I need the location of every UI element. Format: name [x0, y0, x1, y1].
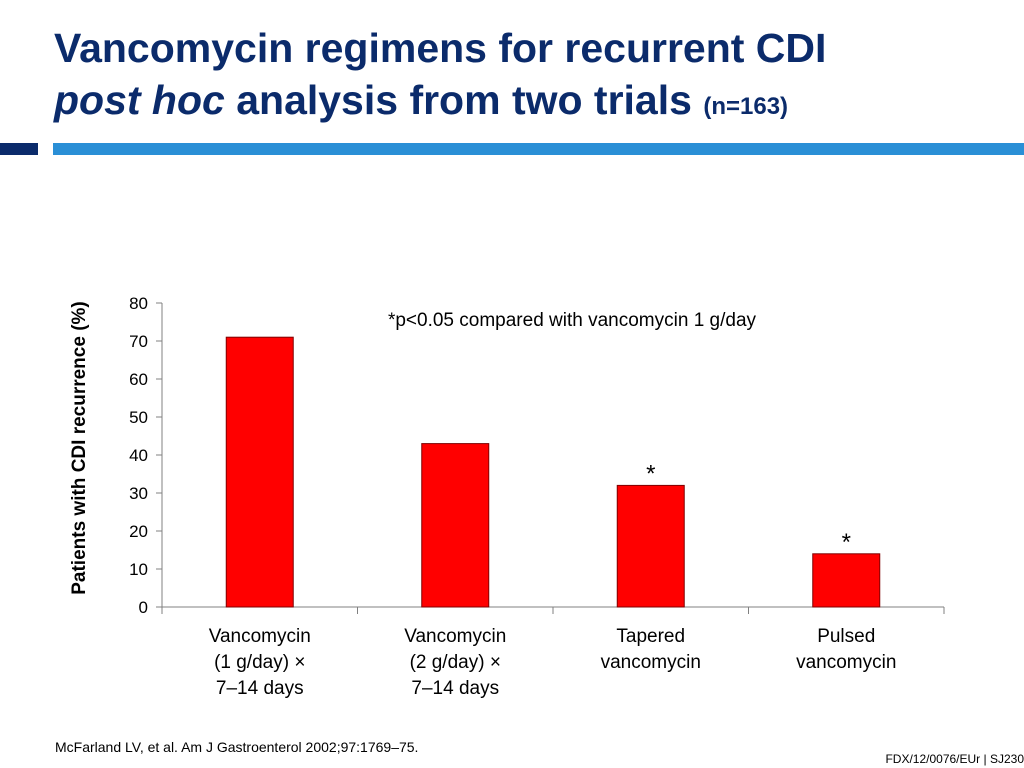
y-tick-label: 60 [129, 370, 148, 389]
title-line-2: post hoc analysis from two trials (n=163… [54, 74, 1014, 133]
x-category-label: Tapered vancomycin [601, 626, 701, 673]
bar [225, 336, 294, 608]
y-tick-label: 40 [129, 446, 148, 465]
significance-marker: * [842, 529, 851, 556]
y-axis-label: Patients with CDI recurrence (%) [69, 301, 90, 595]
x-category-label: Vancomycin (1 g/day) × 7–14 days [209, 626, 311, 699]
header-rule-light [53, 143, 1024, 155]
page-title: Vancomycin regimens for recurrent CDI po… [54, 22, 1014, 133]
significance-marker: * [646, 460, 655, 487]
bar [812, 553, 881, 608]
bar [421, 443, 490, 608]
y-tick-label: 70 [129, 332, 148, 351]
x-category-label: Pulsed vancomycin [796, 626, 896, 673]
y-tick-label: 30 [129, 484, 148, 503]
y-tick-label: 80 [129, 294, 148, 313]
reference-citation: McFarland LV, et al. Am J Gastroenterol … [55, 739, 419, 755]
title-line-1: Vancomycin regimens for recurrent CDI [54, 25, 827, 71]
slide-code: FDX/12/0076/EUr | SJ230 [885, 752, 1024, 766]
y-tick-label: 0 [139, 598, 148, 617]
x-category-label: Vancomycin (2 g/day) × 7–14 days [404, 626, 506, 699]
bar [616, 484, 685, 608]
y-tick-label: 50 [129, 408, 148, 427]
chart-annotation: *p<0.05 compared with vancomycin 1 g/day [388, 310, 757, 331]
title-n-label: (n=163) [703, 93, 789, 120]
title-italic: post hoc [54, 77, 225, 123]
title-rest: analysis from two trials [224, 77, 692, 123]
y-tick-label: 10 [129, 560, 148, 579]
y-tick-label: 20 [129, 522, 148, 541]
header-rule-dark [0, 143, 38, 155]
